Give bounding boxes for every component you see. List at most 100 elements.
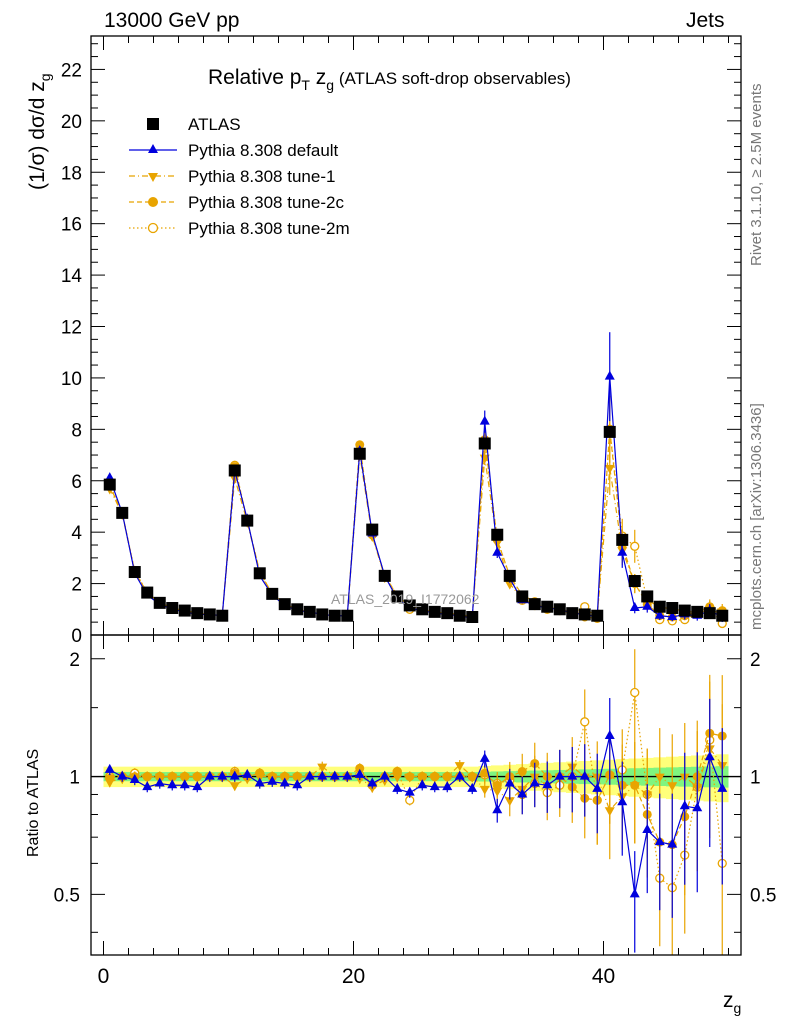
point-atlas [253, 567, 266, 580]
point-atlas [166, 602, 179, 615]
point-atlas [291, 603, 304, 616]
ratio-point-tune-1 [604, 807, 615, 817]
ratio-panel-frame [90, 634, 742, 956]
point-atlas [453, 609, 466, 622]
ratio-point-default [104, 763, 115, 773]
point-atlas [528, 598, 541, 611]
point-default [492, 546, 503, 556]
ratio-point-default [154, 777, 165, 787]
legend-label-atlas: ATLAS [188, 115, 241, 134]
ratio-point-tune-1 [504, 797, 515, 807]
point-atlas [403, 599, 416, 612]
ratio-panel-series [104, 649, 728, 955]
point-atlas [566, 607, 579, 620]
point-atlas [178, 604, 191, 617]
ratio-point-default [367, 777, 378, 787]
point-atlas [128, 566, 141, 579]
legend-label-tune-2m: Pythia 8.308 tune-2m [188, 219, 350, 238]
ratio-point-tune-1 [454, 762, 465, 772]
point-tune-1 [229, 475, 240, 485]
ratio-point-default [354, 768, 365, 778]
main-panel-series [103, 332, 729, 629]
ratio-point-default [404, 786, 415, 796]
point-atlas [416, 603, 429, 616]
ratio-point-tune-2c [355, 763, 365, 773]
point-atlas [103, 478, 116, 491]
ratio-point-tune-1 [467, 773, 478, 783]
ratio-point-default [492, 804, 503, 814]
ratio-point-default [192, 781, 203, 791]
ratio-point-default [279, 777, 290, 787]
x-tick-label: 40 [592, 965, 615, 988]
header-energy-label: 13000 GeV pp [104, 9, 240, 32]
ratio-point-default [667, 838, 678, 848]
mcplots-reference-label: mcplots.cern.ch [arXiv:1306.3436] [748, 403, 765, 630]
ratio-point-default [142, 781, 153, 791]
y-tick-label: 12 [61, 318, 82, 339]
ratio-point-tune-1 [667, 782, 678, 792]
legend: ATLAS Pythia 8.308 default Pythia 8.308 … [129, 115, 350, 238]
ratio-point-default [654, 836, 665, 846]
ratio-point-default [267, 775, 278, 785]
y-tick-label: 20 [61, 112, 82, 133]
y-tick-label: 16 [61, 215, 82, 236]
point-atlas [266, 587, 279, 600]
ratio-point-default [417, 779, 428, 789]
point-atlas [428, 605, 441, 618]
rivet-version-label: Rivet 3.1.10, ≥ 2.5M events [748, 83, 765, 267]
ratio-point-tune-1 [167, 773, 178, 783]
ratio-tick-label: 1 [69, 768, 80, 789]
point-atlas [441, 607, 454, 620]
legend-marker-tune-2c [148, 197, 158, 207]
point-tune-1 [604, 464, 615, 474]
ratio-point-tune-1 [492, 787, 503, 797]
point-atlas [553, 603, 566, 616]
ratio-point-default [429, 781, 440, 791]
point-atlas [703, 607, 716, 620]
point-default [604, 370, 615, 380]
legend-marker-atlas [147, 118, 159, 130]
legend-item-default: Pythia 8.308 default [129, 141, 339, 160]
ratio-point-tune-1 [292, 773, 303, 783]
point-atlas [316, 608, 329, 621]
legend-label-default: Pythia 8.308 default [188, 141, 339, 160]
ratio-axis-label: Ratio to ATLAS [25, 749, 42, 857]
ratio-point-default [529, 777, 540, 787]
point-atlas [116, 506, 129, 519]
ratio-point-tune-1 [392, 773, 403, 783]
ratio-point-tune-1 [142, 773, 153, 783]
axes-frames [90, 35, 742, 956]
chart-title: Relative pT zg (ATLAS soft-drop observab… [208, 66, 571, 93]
point-default [479, 415, 490, 425]
point-atlas [628, 575, 641, 588]
point-atlas [378, 569, 391, 582]
x-tick-label: 20 [342, 965, 365, 988]
point-atlas [278, 598, 291, 611]
ratio-point-tune-1 [404, 773, 415, 783]
point-atlas [691, 605, 704, 618]
point-tune-1 [492, 539, 503, 549]
ratio-point-default [317, 770, 328, 780]
series-atlas [103, 425, 729, 624]
ratio-point-default [692, 802, 703, 812]
legend-marker-tune-1 [148, 173, 158, 182]
ratio-point-default [329, 770, 340, 780]
y-tick-label: 0 [71, 626, 82, 647]
legend-item-tune-2m: Pythia 8.308 tune-2m [129, 219, 350, 238]
ratio-point-default [617, 796, 628, 806]
point-atlas [716, 609, 729, 622]
ratio-point-default [604, 729, 615, 739]
ratio-point-tune-1 [179, 773, 190, 783]
ratio-point-default [517, 788, 528, 798]
point-atlas [241, 514, 254, 527]
ratio-point-default [629, 888, 640, 898]
point-atlas [153, 596, 166, 609]
point-default [654, 609, 665, 619]
point-atlas [641, 590, 654, 603]
y-tick-label: 2 [71, 575, 82, 596]
ratio-tick-label-right: 2 [750, 650, 761, 671]
y-tick-label: 22 [61, 60, 82, 81]
ratio-point-default [467, 782, 478, 792]
legend-marker-tune-2m [147, 222, 159, 234]
